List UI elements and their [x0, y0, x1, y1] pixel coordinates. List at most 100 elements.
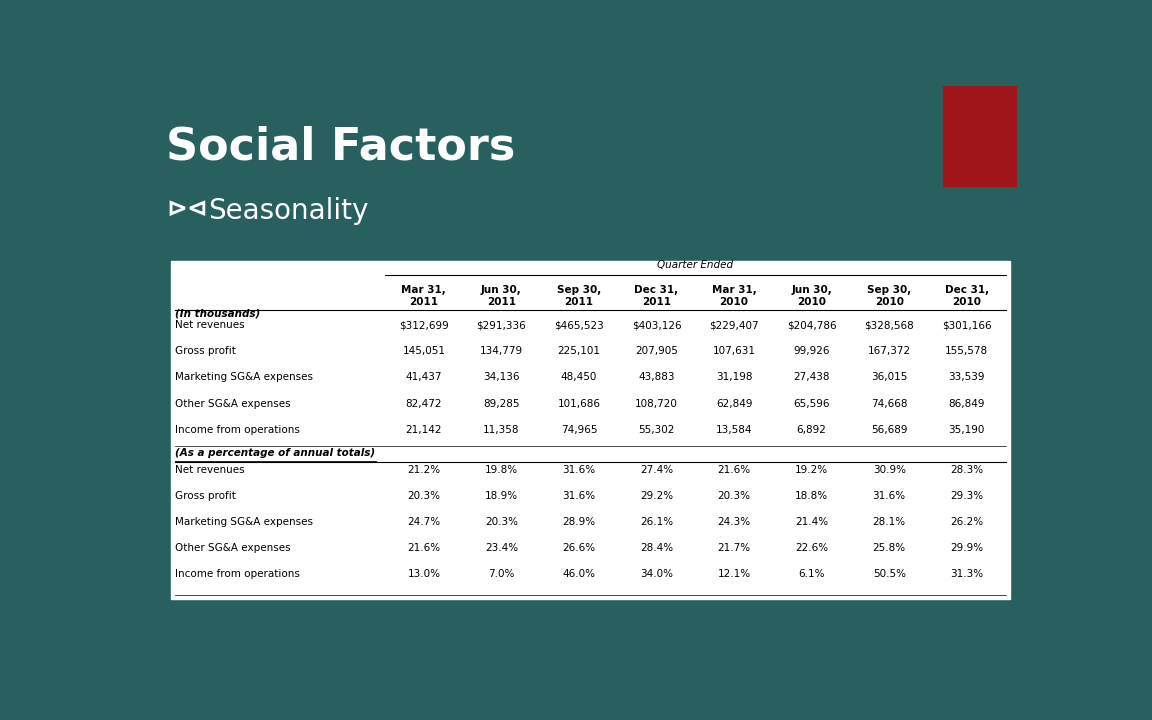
Text: Sep 30,
2011: Sep 30, 2011 [556, 285, 601, 307]
Text: 101,686: 101,686 [558, 399, 600, 408]
Text: ⊳⊲: ⊳⊲ [166, 197, 209, 221]
Text: 28.9%: 28.9% [562, 517, 596, 527]
Text: 7.0%: 7.0% [488, 570, 515, 580]
Text: $403,126: $403,126 [631, 320, 681, 330]
Text: 86,849: 86,849 [948, 399, 985, 408]
Text: 31.6%: 31.6% [562, 465, 596, 475]
Text: Dec 31,
2010: Dec 31, 2010 [945, 285, 988, 307]
Text: $229,407: $229,407 [710, 320, 759, 330]
Text: 33,539: 33,539 [948, 372, 985, 382]
Text: $312,699: $312,699 [399, 320, 449, 330]
Text: 24.7%: 24.7% [408, 517, 440, 527]
Text: 20.3%: 20.3% [718, 491, 751, 501]
Text: 48,450: 48,450 [561, 372, 597, 382]
Text: (As a percentage of annual totals): (As a percentage of annual totals) [175, 449, 376, 459]
Text: Income from operations: Income from operations [175, 425, 301, 435]
Text: 21.7%: 21.7% [718, 543, 751, 553]
Text: 21,142: 21,142 [406, 425, 442, 435]
Text: 26.6%: 26.6% [562, 543, 596, 553]
Text: Social Factors: Social Factors [166, 125, 516, 168]
Text: Other SG&A expenses: Other SG&A expenses [175, 543, 290, 553]
Text: 31.6%: 31.6% [873, 491, 905, 501]
Text: 18.9%: 18.9% [485, 491, 518, 501]
Text: 20.3%: 20.3% [485, 517, 518, 527]
Text: 65,596: 65,596 [794, 399, 829, 408]
Text: Marketing SG&A expenses: Marketing SG&A expenses [175, 517, 313, 527]
Text: Quarter Ended: Quarter Ended [658, 261, 734, 271]
Text: 28.3%: 28.3% [950, 465, 984, 475]
Text: 19.8%: 19.8% [485, 465, 518, 475]
Text: 21.2%: 21.2% [408, 465, 440, 475]
Text: 31.6%: 31.6% [562, 491, 596, 501]
Text: 35,190: 35,190 [948, 425, 985, 435]
Text: 13,584: 13,584 [715, 425, 752, 435]
Text: 30.9%: 30.9% [873, 465, 905, 475]
Text: 24.3%: 24.3% [718, 517, 751, 527]
Bar [170, 261, 1010, 599]
Text: Gross profit: Gross profit [175, 346, 236, 356]
Text: 21.4%: 21.4% [795, 517, 828, 527]
Text: Net revenues: Net revenues [175, 320, 245, 330]
Text: 29.9%: 29.9% [950, 543, 984, 553]
Text: 82,472: 82,472 [406, 399, 442, 408]
Text: 46.0%: 46.0% [562, 570, 596, 580]
Text: 99,926: 99,926 [794, 346, 829, 356]
Text: $204,786: $204,786 [787, 320, 836, 330]
Text: 41,437: 41,437 [406, 372, 442, 382]
Text: 21.6%: 21.6% [718, 465, 751, 475]
Text: 27.4%: 27.4% [641, 465, 673, 475]
Text: Mar 31,
2011: Mar 31, 2011 [401, 285, 446, 307]
Text: $328,568: $328,568 [864, 320, 914, 330]
Text: 28.1%: 28.1% [873, 517, 905, 527]
Text: 26.2%: 26.2% [950, 517, 984, 527]
Text: 26.1%: 26.1% [641, 517, 673, 527]
Text: 108,720: 108,720 [635, 399, 679, 408]
Text: 29.3%: 29.3% [950, 491, 984, 501]
Text: 20.3%: 20.3% [408, 491, 440, 501]
Text: 56,689: 56,689 [871, 425, 908, 435]
Text: Mar 31,
2010: Mar 31, 2010 [712, 285, 757, 307]
Text: 43,883: 43,883 [638, 372, 675, 382]
Text: 36,015: 36,015 [871, 372, 908, 382]
Text: 62,849: 62,849 [715, 399, 752, 408]
Text: 23.4%: 23.4% [485, 543, 518, 553]
Text: 19.2%: 19.2% [795, 465, 828, 475]
Text: 145,051: 145,051 [402, 346, 446, 356]
Text: 207,905: 207,905 [635, 346, 679, 356]
Text: Jun 30,
2011: Jun 30, 2011 [482, 285, 522, 307]
Bar [943, 86, 1016, 186]
Text: 21.6%: 21.6% [408, 543, 440, 553]
Text: 29.2%: 29.2% [641, 491, 673, 501]
Text: 34,136: 34,136 [483, 372, 520, 382]
Text: 28.4%: 28.4% [641, 543, 673, 553]
Text: 31,198: 31,198 [715, 372, 752, 382]
Text: 134,779: 134,779 [480, 346, 523, 356]
Text: 22.6%: 22.6% [795, 543, 828, 553]
Text: $465,523: $465,523 [554, 320, 604, 330]
Text: 155,578: 155,578 [945, 346, 988, 356]
Text: 50.5%: 50.5% [873, 570, 905, 580]
Text: Income from operations: Income from operations [175, 570, 301, 580]
Text: 55,302: 55,302 [638, 425, 675, 435]
Text: 6.1%: 6.1% [798, 570, 825, 580]
Text: Jun 30,
2010: Jun 30, 2010 [791, 285, 832, 307]
Text: 31.3%: 31.3% [950, 570, 984, 580]
Text: 89,285: 89,285 [483, 399, 520, 408]
Text: 167,372: 167,372 [867, 346, 911, 356]
Text: $301,166: $301,166 [942, 320, 992, 330]
Text: 107,631: 107,631 [713, 346, 756, 356]
Text: 74,668: 74,668 [871, 399, 908, 408]
Text: 11,358: 11,358 [483, 425, 520, 435]
Text: Seasonality: Seasonality [209, 197, 369, 225]
Text: 13.0%: 13.0% [408, 570, 440, 580]
Text: 74,965: 74,965 [561, 425, 597, 435]
Text: Other SG&A expenses: Other SG&A expenses [175, 399, 290, 408]
Text: 6,892: 6,892 [797, 425, 827, 435]
Text: 12.1%: 12.1% [718, 570, 751, 580]
Text: 34.0%: 34.0% [641, 570, 673, 580]
Text: Dec 31,
2011: Dec 31, 2011 [635, 285, 679, 307]
Text: Net revenues: Net revenues [175, 465, 245, 475]
Text: $291,336: $291,336 [477, 320, 526, 330]
Text: Gross profit: Gross profit [175, 491, 236, 501]
Text: 225,101: 225,101 [558, 346, 600, 356]
